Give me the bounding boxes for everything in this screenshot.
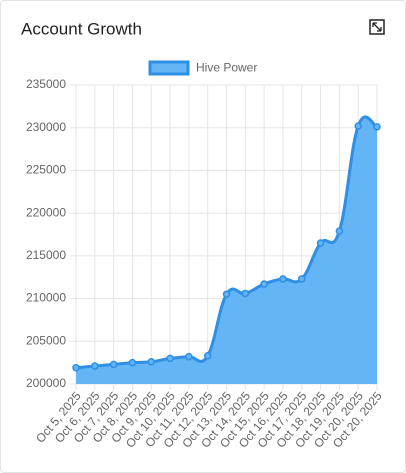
point <box>185 352 193 361</box>
point <box>109 360 118 369</box>
expand-icon[interactable] <box>369 19 385 35</box>
y-tick-label: 205000 <box>26 333 66 347</box>
y-tick-label: 235000 <box>26 77 66 91</box>
chart-title: Account Growth <box>21 19 142 38</box>
y-tick-label: 225000 <box>26 163 66 177</box>
expand-arrows[interactable] <box>372 22 382 32</box>
legend-label: Hive Power <box>196 61 257 75</box>
y-tick-label: 200000 <box>26 376 66 390</box>
point <box>222 290 231 299</box>
point <box>241 289 250 298</box>
point <box>203 352 212 360</box>
point <box>316 239 325 247</box>
point <box>279 275 287 283</box>
point <box>354 122 362 130</box>
y-tick-label: 230000 <box>26 120 66 134</box>
point <box>147 358 155 366</box>
area <box>76 116 377 385</box>
expand-box[interactable] <box>369 19 385 35</box>
point <box>298 275 306 283</box>
y-tick-label: 220000 <box>26 205 66 219</box>
y-tick-label: 215000 <box>26 248 66 262</box>
point <box>166 354 174 363</box>
point <box>373 123 381 131</box>
point <box>335 227 344 235</box>
y-tick-label: 210000 <box>26 291 66 305</box>
point <box>91 362 99 370</box>
legend-swatch <box>148 60 190 76</box>
point <box>260 280 268 288</box>
point <box>72 364 80 372</box>
point <box>128 358 137 367</box>
